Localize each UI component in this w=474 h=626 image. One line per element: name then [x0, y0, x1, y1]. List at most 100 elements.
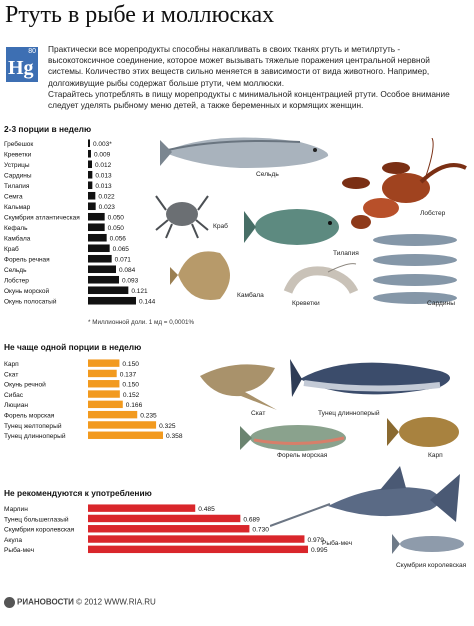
- intro-paragraph-1: Практически все морепродукты способны на…: [48, 44, 430, 88]
- bar: [88, 160, 92, 169]
- stingray-illustration: [200, 364, 277, 410]
- caption-carp: Карп: [428, 452, 443, 459]
- category-label: Люциан: [4, 402, 28, 409]
- copyright: © 2012 WWW.RIA.RU: [76, 597, 156, 607]
- chart-low-mercury: Гребешок 0.003* Креветки 0.009 Устрицы 0.012 С…: [4, 139, 156, 306]
- bar: [88, 545, 308, 554]
- value-label: 0.071: [115, 257, 132, 264]
- caption-shrimp: Креветки: [292, 300, 320, 307]
- section-title-medium: Не чаще одной порции в неделю: [4, 342, 142, 352]
- value-label: 0.995: [311, 547, 328, 554]
- value-label: 0.050: [108, 225, 125, 232]
- sardines-illustration: [373, 234, 457, 304]
- value-label: 0.121: [131, 288, 148, 295]
- category-label: Окунь речной: [4, 381, 46, 389]
- bar: [88, 380, 120, 388]
- category-label: Акула: [4, 537, 22, 544]
- mercury-element-tile: 80 Hg: [6, 47, 38, 82]
- category-label: Тилапия: [4, 183, 30, 190]
- category-label: Кефаль: [4, 225, 28, 232]
- section-title-high: Не рекомендуются к употреблению: [4, 488, 152, 498]
- category-label: Форель морская: [4, 413, 55, 420]
- chart-footnote: * Миллионной доли. 1 мд = 0,0001%: [88, 319, 195, 326]
- intro-text: Практически все морепродукты способны на…: [48, 44, 466, 111]
- bar: [88, 202, 96, 211]
- bar: [88, 390, 120, 398]
- category-label: Краб: [4, 245, 19, 253]
- flounder-illustration: [170, 251, 230, 300]
- category-label: Рыба-меч: [4, 546, 34, 554]
- bar: [88, 149, 91, 158]
- bar: [88, 359, 120, 367]
- value-label: 0.325: [159, 423, 176, 430]
- bar: [88, 286, 129, 295]
- category-label: Сибас: [4, 391, 24, 399]
- tuna-illustration: [290, 359, 450, 397]
- category-label: Форель речная: [4, 257, 50, 264]
- value-label: 0.065: [113, 246, 130, 253]
- caption-trout: Форель морская: [277, 452, 328, 459]
- caption-sardines: Сардины: [427, 300, 455, 307]
- value-label: 0.144: [139, 299, 156, 306]
- shrimp-illustration: [283, 263, 358, 295]
- value-label: 0.012: [95, 162, 112, 169]
- bar: [88, 244, 110, 253]
- bar: [88, 400, 123, 409]
- caption-tuna-long: Тунец длинноперый: [318, 410, 380, 417]
- bar: [88, 525, 250, 533]
- category-label: Камбала: [4, 235, 31, 243]
- footer-brand: РИАНОВОСТИ © 2012 WWW.RIA.RU: [4, 597, 156, 608]
- bar: [88, 431, 163, 439]
- bar: [88, 504, 196, 512]
- tilapia-illustration: [244, 209, 339, 245]
- value-label: 0.013: [95, 183, 112, 190]
- element-number: 80: [28, 48, 36, 55]
- bar: [88, 535, 305, 543]
- category-label: Тунец большеглазый: [4, 515, 69, 523]
- value-label: 0.152: [123, 392, 140, 399]
- caption-stingray: Скат: [251, 410, 266, 417]
- value-label: 0.358: [166, 433, 183, 440]
- bar: [88, 223, 105, 232]
- caption-king-mackerel: Скумбрия королевская: [396, 562, 467, 569]
- category-label: Карп: [4, 361, 19, 368]
- caption-tilapia: Тилапия: [333, 250, 359, 257]
- swordfish-illustration: [270, 466, 460, 527]
- value-label: 0.730: [252, 527, 269, 534]
- bar: [88, 296, 136, 305]
- caption-lobster: Лобстер: [420, 210, 446, 217]
- bar: [88, 139, 90, 148]
- carp-illustration: [387, 417, 459, 447]
- category-label: Кальмар: [4, 204, 31, 211]
- value-label: 0.023: [99, 204, 116, 211]
- element-symbol: Hg: [8, 57, 34, 79]
- category-label: Тунец длинноперый: [4, 432, 66, 440]
- value-label: 0.084: [119, 267, 136, 274]
- value-label: 0.050: [108, 215, 125, 222]
- page-title: Ртуть в рыбе и моллюсках: [5, 2, 275, 28]
- category-label: Креветки: [4, 152, 32, 159]
- bar: [88, 421, 157, 429]
- bar: [88, 514, 241, 523]
- brand-name: РИАНОВОСТИ: [17, 597, 74, 607]
- value-label: 0.009: [94, 152, 111, 159]
- category-label: Сельдь: [4, 267, 27, 274]
- bar: [88, 265, 116, 274]
- value-label: 0.150: [122, 382, 139, 389]
- value-label: 0.013: [95, 173, 112, 180]
- bar: [88, 254, 112, 263]
- bar: [88, 191, 96, 200]
- value-label: 0.022: [98, 194, 115, 201]
- ria-logo-icon: [4, 597, 15, 608]
- value-label: 0.093: [122, 278, 139, 285]
- caption-swordfish: Рыба-меч: [322, 540, 353, 547]
- bar: [88, 181, 93, 190]
- category-label: Скумбрия королевская: [4, 526, 75, 534]
- category-label: Семга: [4, 194, 23, 201]
- section-title-low: 2-3 порции в неделю: [4, 124, 92, 134]
- value-label: 0.003*: [93, 141, 112, 148]
- value-label: 0.056: [110, 236, 127, 243]
- value-label: 0.166: [126, 402, 143, 409]
- bar: [88, 170, 93, 179]
- trout-illustration: [240, 425, 346, 451]
